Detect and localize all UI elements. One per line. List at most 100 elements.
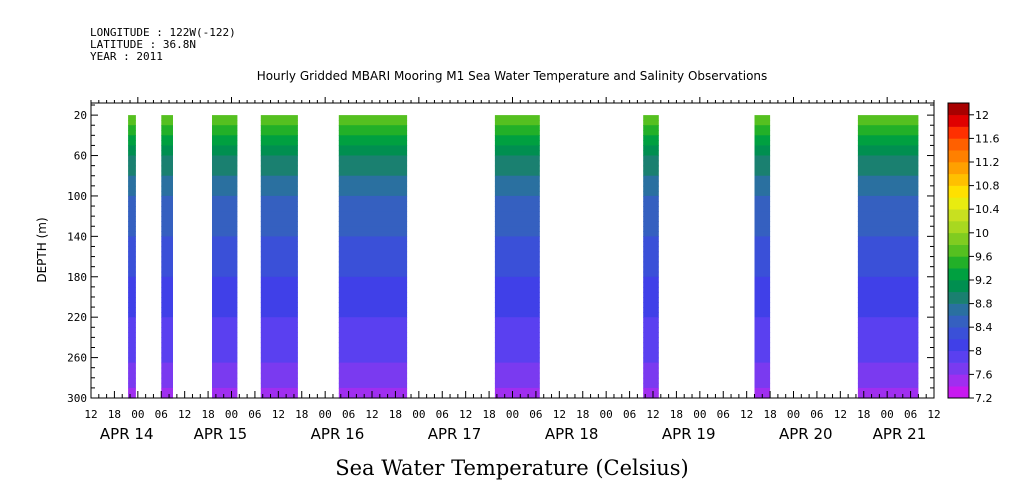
depth-cell: [161, 322, 173, 328]
depth-cell: [858, 236, 919, 242]
year-label: YEAR : 2011: [90, 50, 163, 63]
colorbar-band: [948, 292, 969, 304]
depth-cell: [755, 231, 771, 237]
depth-cell: [339, 302, 407, 308]
depth-cell: [643, 171, 659, 177]
x-hour-label: 06: [904, 408, 917, 421]
y-tick-label: 140: [67, 230, 87, 243]
x-hour-label: 06: [810, 408, 823, 421]
depth-cell: [261, 262, 298, 268]
colorbar-label: 10.4: [975, 203, 1000, 216]
depth-cell: [755, 262, 771, 268]
depth-cell: [161, 348, 173, 354]
depth-cell: [858, 363, 919, 369]
y-tick-label: 220: [67, 311, 87, 324]
depth-cell: [339, 353, 407, 359]
depth-cell: [261, 171, 298, 177]
depth-cell: [495, 307, 540, 313]
x-hour-label: 12: [553, 408, 566, 421]
depth-cell: [495, 312, 540, 318]
depth-cell: [495, 272, 540, 278]
depth-cell: [161, 186, 173, 192]
colorbar-label: 7.6: [975, 368, 993, 381]
depth-cell: [128, 211, 136, 217]
depth-cell: [755, 130, 771, 136]
depth-cell: [339, 272, 407, 278]
depth-cell: [643, 226, 659, 232]
depth-cell: [755, 312, 771, 318]
depth-cell: [858, 181, 919, 187]
depth-cell: [128, 166, 136, 172]
depth-cell: [212, 191, 237, 197]
depth-cell: [755, 363, 771, 369]
depth-cell: [128, 156, 136, 162]
depth-cell: [755, 211, 771, 217]
depth-cell: [643, 125, 659, 131]
depth-cell: [495, 130, 540, 136]
depth-cell: [643, 388, 659, 394]
depth-cell: [495, 287, 540, 293]
depth-cell: [339, 363, 407, 369]
depth-cell: [339, 120, 407, 126]
x-hour-label: 18: [201, 408, 214, 421]
depth-cell: [755, 125, 771, 131]
depth-cell: [261, 322, 298, 328]
depth-cell: [495, 342, 540, 348]
depth-cell: [755, 216, 771, 222]
depth-cell: [261, 191, 298, 197]
depth-cell: [755, 272, 771, 278]
y-tick-label: 260: [67, 352, 87, 365]
depth-cell: [495, 383, 540, 389]
depth-cell: [128, 171, 136, 177]
x-hour-label: 18: [763, 408, 776, 421]
colorbar-band: [948, 115, 969, 127]
depth-cell: [161, 353, 173, 359]
depth-cell: [339, 135, 407, 141]
colorbar-band: [948, 280, 969, 292]
depth-cell: [858, 135, 919, 141]
data-block: [858, 115, 919, 399]
depth-cell: [339, 156, 407, 162]
depth-cell: [128, 216, 136, 222]
colorbar: 7.27.688.48.89.29.61010.410.811.211.612: [948, 103, 1000, 405]
depth-cell: [643, 267, 659, 273]
depth-cell: [858, 166, 919, 172]
colorbar-band: [948, 304, 969, 316]
depth-cell: [495, 236, 540, 242]
depth-cell: [128, 292, 136, 298]
depth-cell: [858, 161, 919, 167]
depth-cell: [858, 231, 919, 237]
depth-cell: [212, 267, 237, 273]
depth-cell: [161, 363, 173, 369]
depth-cell: [128, 206, 136, 212]
depth-cell: [212, 302, 237, 308]
depth-cell: [643, 156, 659, 162]
depth-cell: [261, 247, 298, 253]
depth-cell: [495, 378, 540, 384]
depth-cell: [495, 353, 540, 359]
depth-cell: [128, 358, 136, 364]
depth-cell: [858, 257, 919, 263]
depth-cell: [339, 211, 407, 217]
depth-cell: [128, 196, 136, 202]
y-tick-label: 300: [67, 392, 87, 405]
depth-cell: [495, 161, 540, 167]
depth-cell: [495, 388, 540, 394]
depth-cell: [643, 252, 659, 258]
depth-cell: [128, 297, 136, 303]
depth-cell: [858, 226, 919, 232]
colorbar-label: 11.6: [975, 132, 1000, 145]
depth-cell: [858, 337, 919, 343]
x-hour-label: 18: [670, 408, 683, 421]
depth-cell: [339, 257, 407, 263]
depth-cell: [858, 125, 919, 131]
depth-cell: [212, 166, 237, 172]
depth-cell: [495, 226, 540, 232]
depth-cell: [643, 166, 659, 172]
depth-cell: [339, 312, 407, 318]
depth-cell: [261, 241, 298, 247]
depth-cell: [128, 135, 136, 141]
x-hour-label: 00: [881, 408, 894, 421]
depth-cell: [261, 267, 298, 273]
depth-cell: [339, 337, 407, 343]
